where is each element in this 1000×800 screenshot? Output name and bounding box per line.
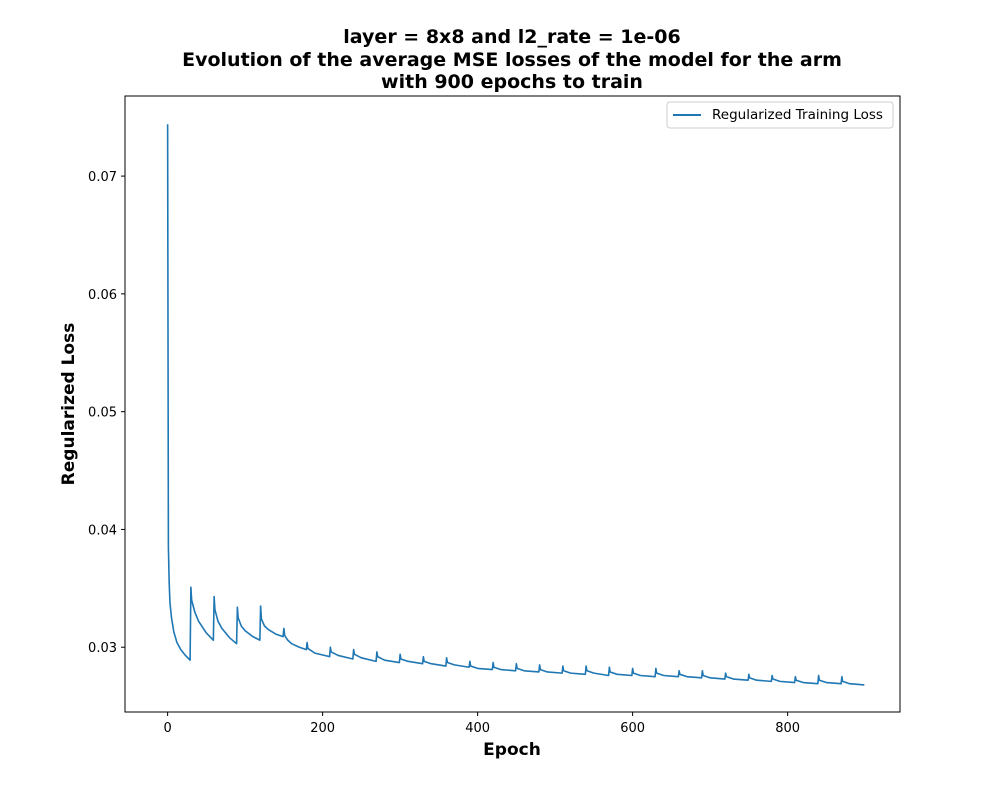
x-axis: 0 200 400 600 800	[163, 712, 800, 736]
y-tick-label: 0.04	[88, 523, 117, 538]
legend-label: Regularized Training Loss	[712, 107, 883, 123]
legend-box	[666, 101, 894, 129]
series-line-0	[166, 124, 865, 686]
y-tick-label: 0.05	[88, 406, 117, 421]
chart-title-line-1: layer = 8x8 and l2_rate = 1e-06	[343, 26, 680, 48]
y-tick-label: 0.07	[88, 170, 117, 185]
y-tick-label: 0.06	[88, 288, 117, 303]
series-layer	[166, 124, 865, 686]
x-axis-label: Epoch	[483, 740, 541, 760]
x-tick-label: 600	[620, 721, 645, 736]
x-tick-label: 0	[163, 721, 171, 736]
y-tick-label: 0.03	[88, 641, 117, 656]
legend: Regularized Training Loss	[666, 101, 894, 129]
x-tick-label: 800	[775, 721, 800, 736]
y-axis: 0.03 0.04 0.05 0.06 0.07	[88, 170, 125, 656]
y-axis-label: Regularized Loss	[59, 323, 79, 486]
chart-title-line-2: Evolution of the average MSE losses of t…	[182, 49, 842, 71]
chart-title-line-3: with 900 epochs to train	[381, 71, 643, 93]
x-tick-label: 200	[310, 721, 335, 736]
x-tick-label: 400	[465, 721, 490, 736]
plot-area-frame	[124, 95, 901, 713]
